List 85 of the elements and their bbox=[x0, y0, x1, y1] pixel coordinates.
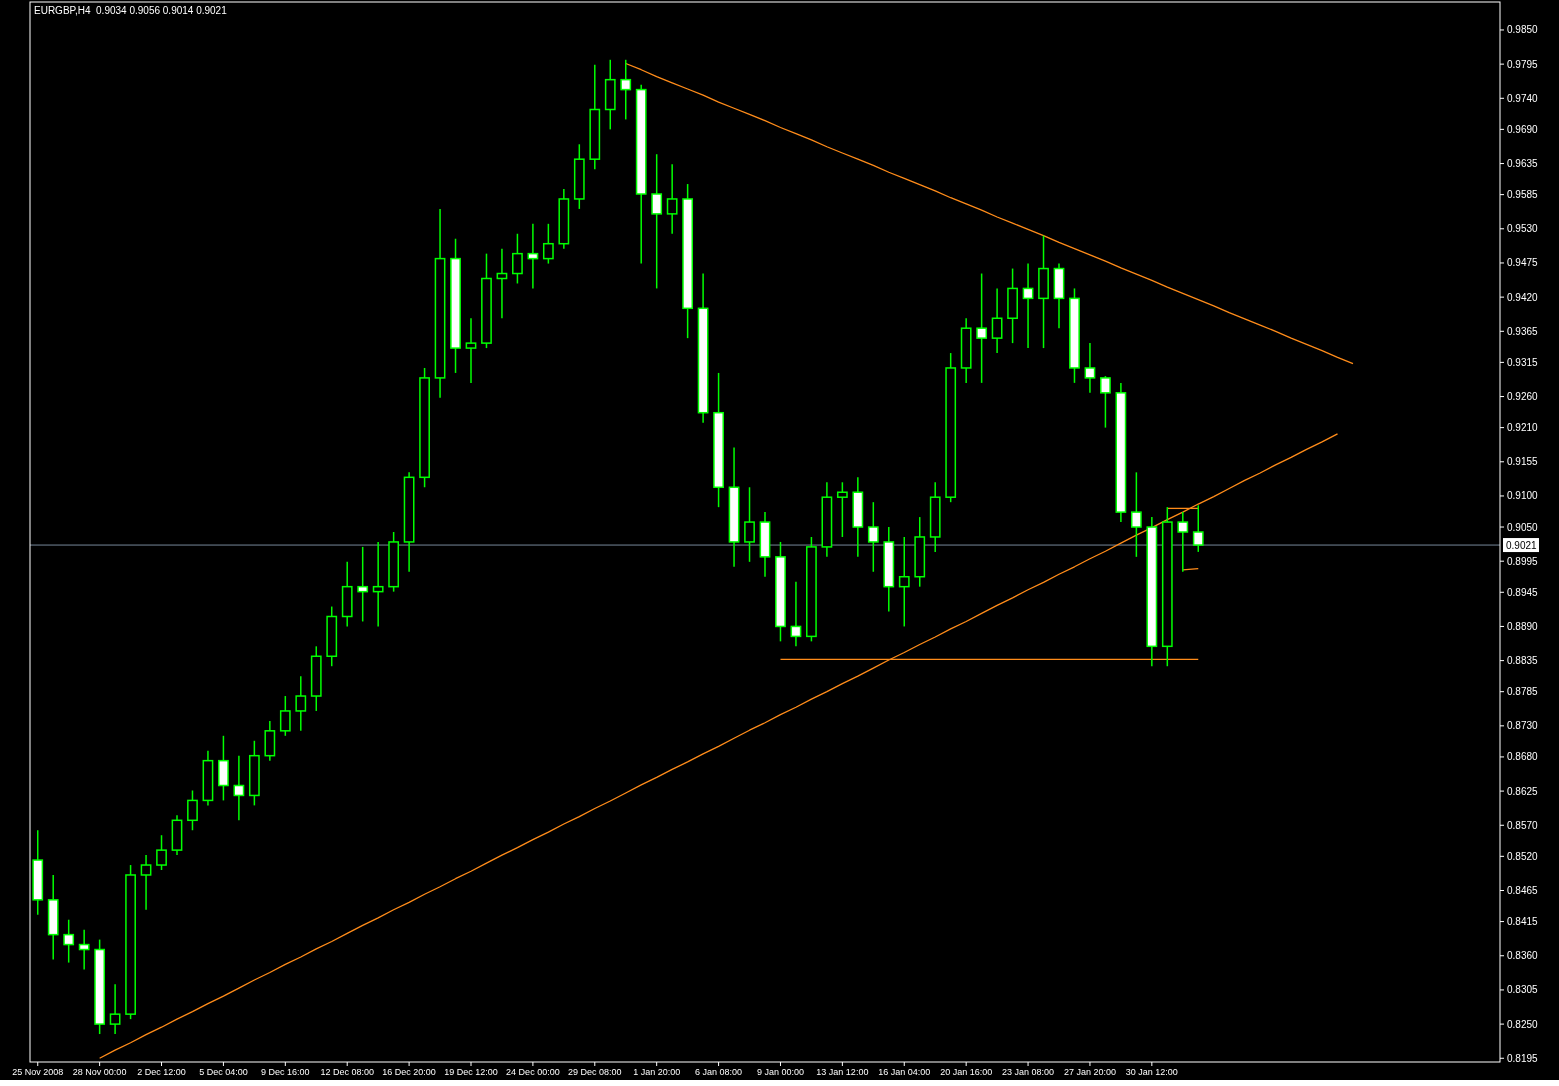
candlestick bbox=[744, 486, 755, 563]
candlestick bbox=[1177, 511, 1189, 573]
y-tick-label: 0.9420 bbox=[1507, 291, 1539, 303]
candlestick bbox=[867, 501, 879, 573]
y-tick-label: 0.8625 bbox=[1507, 785, 1539, 797]
line-series bbox=[625, 62, 1354, 365]
y-tick-label: 0.9690 bbox=[1507, 123, 1539, 135]
x-tick-label: 13 Jan 12:00 bbox=[816, 1067, 869, 1077]
x-tick-label: 9 Dec 16:00 bbox=[261, 1067, 310, 1077]
x-tick-label: 16 Dec 20:00 bbox=[382, 1067, 436, 1077]
y-tick-label: 0.9100 bbox=[1507, 490, 1539, 502]
x-tick-label: 30 Jan 12:00 bbox=[1125, 1067, 1178, 1077]
candlestick bbox=[465, 317, 477, 384]
y-tick-label: 0.8730 bbox=[1507, 720, 1539, 732]
y-tick-label: 0.8995 bbox=[1507, 555, 1539, 567]
candlestick bbox=[109, 983, 121, 1035]
candlestick bbox=[156, 834, 167, 871]
x-tick-label: 20 Jan 16:00 bbox=[940, 1067, 993, 1077]
y-tick-label: 0.8305 bbox=[1507, 984, 1539, 996]
candlestick bbox=[1100, 375, 1111, 429]
candlestick bbox=[620, 59, 632, 121]
y-tick-label: 0.8250 bbox=[1507, 1018, 1539, 1030]
x-tick-label: 12 Dec 08:00 bbox=[320, 1067, 374, 1077]
y-tick-label: 0.8415 bbox=[1507, 916, 1539, 928]
candlestick bbox=[991, 287, 1003, 354]
x-tick-label: 23 Jan 08:00 bbox=[1002, 1067, 1055, 1077]
y-tick-label: 0.9850 bbox=[1507, 24, 1539, 36]
candlestick bbox=[78, 928, 90, 971]
ref-line-label: 0.9021 bbox=[1506, 539, 1538, 551]
y-tick-label: 0.9210 bbox=[1507, 422, 1539, 434]
candlestick bbox=[357, 546, 369, 623]
x-tick-label: 6 Jan 08:00 bbox=[695, 1067, 743, 1077]
x-tick-label: 29 Dec 08:00 bbox=[568, 1067, 622, 1077]
x-tick-label: 19 Dec 12:00 bbox=[444, 1067, 498, 1077]
candlestick bbox=[1084, 342, 1096, 394]
candlestick bbox=[372, 541, 384, 628]
candlestick bbox=[790, 580, 802, 648]
y-tick-label: 0.8520 bbox=[1507, 850, 1539, 862]
candlestick bbox=[1192, 504, 1204, 553]
x-tick-label: 9 Jan 00:00 bbox=[756, 1067, 804, 1077]
y-tick-label: 0.8195 bbox=[1507, 1052, 1539, 1064]
line-series bbox=[98, 433, 1339, 1059]
candlestick bbox=[836, 481, 848, 538]
candlestick bbox=[542, 223, 554, 265]
x-tick-label: 1 Jan 20:00 bbox=[633, 1067, 681, 1077]
y-tick-label: 0.8465 bbox=[1507, 885, 1539, 897]
y-tick-label: 0.9585 bbox=[1507, 189, 1539, 201]
x-tick-label: 27 Jan 20:00 bbox=[1063, 1067, 1116, 1077]
y-tick-label: 0.9475 bbox=[1507, 257, 1539, 269]
y-tick-label: 0.9050 bbox=[1507, 521, 1539, 533]
chart-title: EURGBP,H4 0.9034 0.9056 0.9014 0.9021 bbox=[34, 5, 228, 16]
y-tick-label: 0.9530 bbox=[1507, 223, 1539, 235]
y-tick-label: 0.8835 bbox=[1507, 655, 1539, 667]
candlestick bbox=[140, 854, 152, 911]
candlestick bbox=[295, 675, 307, 732]
candlestick bbox=[651, 153, 663, 290]
y-tick-label: 0.9315 bbox=[1507, 356, 1539, 368]
candlestick bbox=[976, 272, 988, 384]
y-tick-label: 0.9155 bbox=[1507, 456, 1539, 468]
y-tick-label: 0.9260 bbox=[1507, 391, 1539, 403]
x-tick-label: 28 Nov 00:00 bbox=[72, 1067, 127, 1077]
candlestick bbox=[1022, 262, 1034, 349]
x-tick-label: 2 Dec 12:00 bbox=[137, 1067, 186, 1077]
y-tick-label: 0.8680 bbox=[1507, 751, 1539, 763]
candlestick bbox=[279, 695, 291, 737]
y-tick-label: 0.9635 bbox=[1507, 158, 1539, 170]
candlestick bbox=[898, 536, 910, 628]
candlestick bbox=[512, 233, 523, 285]
candlestick bbox=[1130, 471, 1142, 558]
y-tick-label: 0.9740 bbox=[1507, 92, 1539, 104]
x-tick-label: 16 Jan 04:00 bbox=[878, 1067, 931, 1077]
candlestick bbox=[63, 918, 75, 964]
x-tick-label: 24 Dec 00:00 bbox=[506, 1067, 560, 1077]
candlestick bbox=[187, 789, 198, 831]
y-tick-label: 0.8360 bbox=[1507, 950, 1539, 962]
y-tick-label: 0.8785 bbox=[1507, 686, 1539, 698]
y-tick-label: 0.8570 bbox=[1507, 819, 1539, 831]
y-tick-label: 0.9365 bbox=[1507, 325, 1539, 337]
x-tick-label: 25 Nov 2008 bbox=[12, 1067, 64, 1077]
y-tick-label: 0.8945 bbox=[1507, 586, 1539, 598]
candlestick bbox=[666, 163, 678, 235]
candlestick bbox=[233, 754, 245, 822]
y-tick-label: 0.8890 bbox=[1507, 620, 1539, 632]
x-tick-label: 5 Dec 04:00 bbox=[199, 1067, 248, 1077]
y-tick-label: 0.9795 bbox=[1507, 58, 1539, 70]
